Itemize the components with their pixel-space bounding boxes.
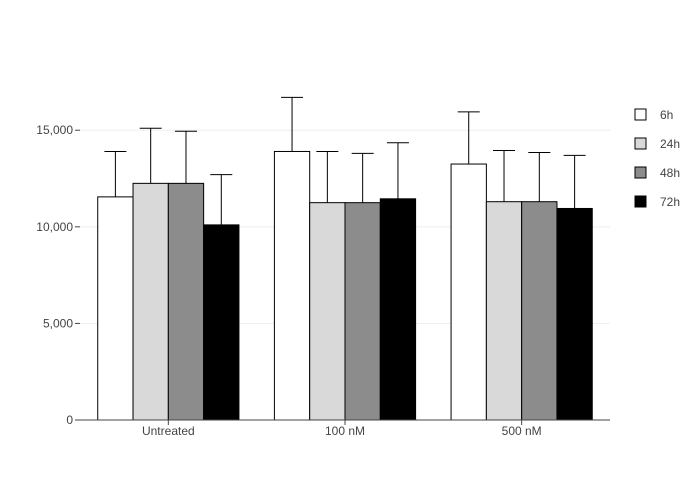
x-tick-label: Untreated — [142, 424, 195, 438]
bar-48h-100-nm — [344, 202, 381, 421]
bar-6h-untreated — [97, 196, 134, 421]
bar-72h-100-nm — [379, 198, 417, 421]
legend-swatch-6h[interactable] — [634, 108, 647, 121]
bar-24h-500-nm — [485, 201, 523, 421]
bar-24h-untreated — [132, 182, 169, 421]
bar-6h-500-nm — [450, 163, 487, 421]
bar-6h-100-nm — [273, 150, 311, 421]
bar-48h-untreated — [167, 182, 205, 421]
legend-swatch-24h[interactable] — [634, 137, 647, 150]
bar-72h-untreated — [203, 224, 240, 421]
y-tick-label: 0 — [66, 413, 73, 427]
legend[interactable]: 6h 24h 48h 72h — [634, 108, 680, 209]
legend-swatch-48h[interactable] — [634, 166, 647, 179]
error-bars — [104, 96, 586, 225]
legend-label-24h: 24h — [660, 137, 680, 151]
y-tick-label: 10,000 — [36, 220, 73, 234]
axes: 0 5,000 10,000 15,000 Untreated 100 nM 500 nM — [36, 123, 610, 438]
legend-label-6h: 6h — [660, 108, 673, 122]
legend-label-48h: 48h — [660, 166, 680, 180]
x-tick-label: 100 nM — [325, 424, 365, 438]
x-tick-label: 500 nM — [502, 424, 542, 438]
legend-label-72h: 72h — [660, 195, 680, 209]
bar-72h-500-nm — [556, 207, 593, 421]
bar-48h-500-nm — [521, 201, 558, 421]
y-tick-label: 15,000 — [36, 123, 73, 137]
bars — [97, 150, 593, 421]
legend-swatch-72h[interactable] — [634, 195, 647, 208]
bar-24h-100-nm — [309, 202, 346, 421]
y-tick-label: 5,000 — [43, 316, 73, 330]
